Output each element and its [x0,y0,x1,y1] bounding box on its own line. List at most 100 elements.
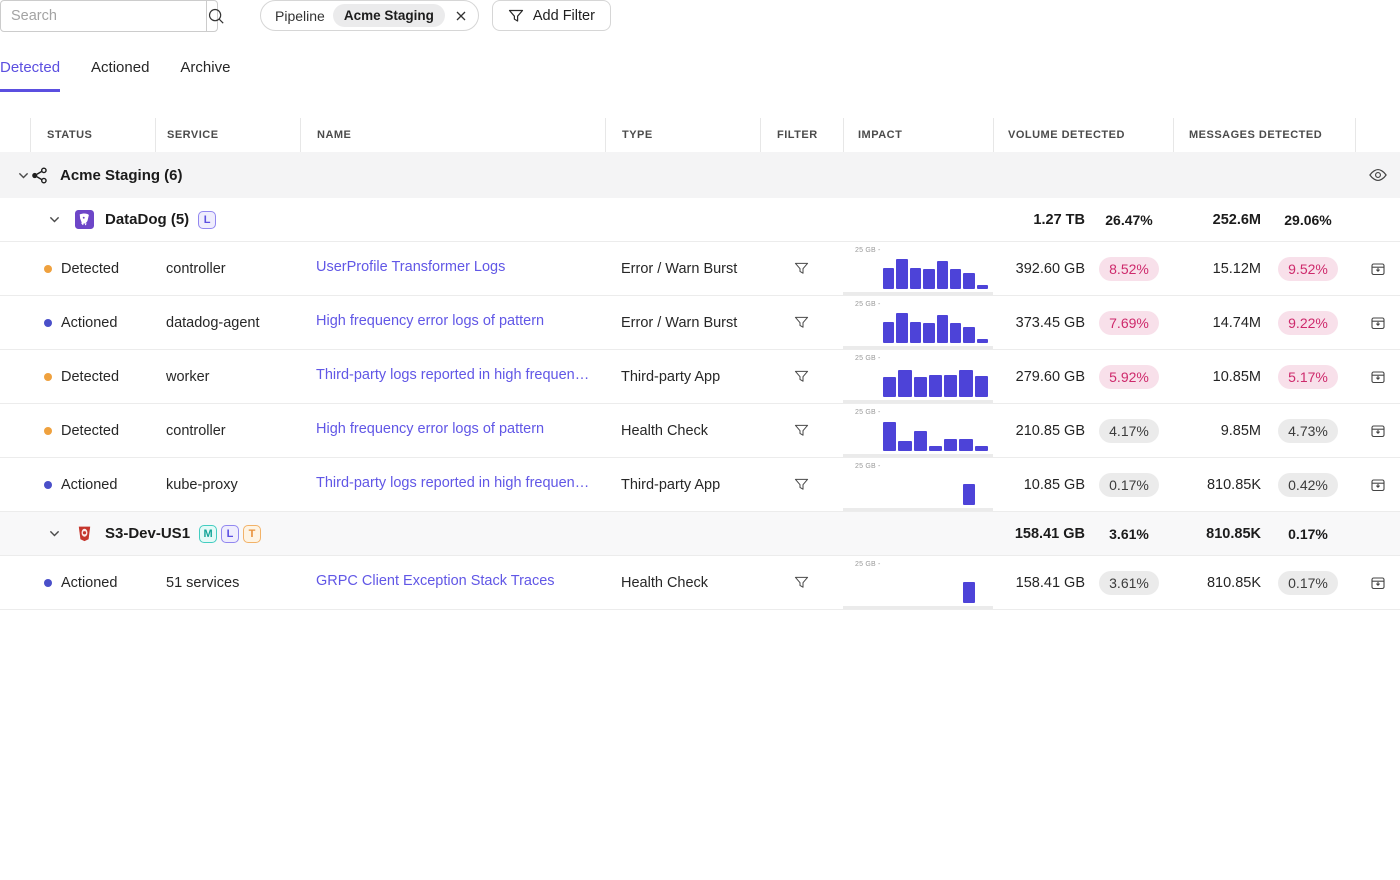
group-messages-cell: 252.6M 29.06% [1173,198,1355,241]
messages-pct-badge: 5.17% [1278,364,1338,389]
group-title: DataDog (5) [105,211,190,228]
service-label: datadog-agent [166,314,260,331]
funnel-icon [508,8,524,24]
table-row[interactable]: Actioned 51 services GRPC Client Excepti… [0,556,1400,610]
type-label: Health Check [621,422,709,439]
tab-actioned[interactable]: Actioned [91,59,150,76]
detection-name-link[interactable]: Third-party logs reported in high freque… [316,366,590,383]
search-input[interactable] [1,1,206,31]
remove-filter-icon[interactable] [453,8,469,24]
detection-name-link[interactable]: GRPC Client Exception Stack Traces [316,572,555,589]
type-label: Error / Warn Burst [621,260,738,277]
watch-eye-icon[interactable] [1355,168,1400,182]
table-row[interactable]: Detected worker Third-party logs reporte… [0,350,1400,404]
messages-value: 810.85K [1206,476,1261,493]
volume-pct-badge: 3.61% [1099,570,1159,595]
volume-pct: 26.47% [1105,211,1153,228]
messages-pct: 29.06% [1284,211,1332,228]
volume-value: 279.60 GB [1015,368,1085,385]
table-row[interactable]: Actioned kube-proxy Third-party logs rep… [0,458,1400,512]
chip-value: Acme Staging [332,4,445,27]
type-label: Health Check [621,574,709,591]
collapse-chevron-icon[interactable] [48,213,61,226]
messages-pct-badge: 4.73% [1278,418,1338,443]
status-dot [44,264,52,273]
volume-pct-badge: 4.17% [1099,418,1159,443]
detection-name-link[interactable]: Third-party logs reported in high freque… [316,474,590,491]
filter-funnel-icon[interactable] [794,575,809,590]
table-row[interactable]: Actioned datadog-agent High frequency er… [0,296,1400,350]
service-label: 51 services [166,574,240,591]
group-row-acme-staging[interactable]: Acme Staging (6) [0,152,1400,198]
impact-sparkline: 25 GB - [855,296,990,346]
status-label: Actioned [61,314,118,331]
filter-funnel-icon[interactable] [794,261,809,276]
messages-value: 14.74M [1212,314,1261,331]
group-row-s3-dev-us1[interactable]: S3-Dev-US1 M L T 158.41 GB 3.61% 810.85K… [0,512,1400,556]
logs-badge: L [221,524,240,543]
impact-sparkline: 25 GB - [855,242,990,292]
metrics-badge: M [199,524,218,543]
volume-value: 1.27 TB [1033,211,1085,228]
table-header: STATUS SERVICE NAME TYPE FILTER IMPACT V… [0,118,1400,152]
traces-badge: T [243,524,262,543]
column-volume-detected: VOLUME DETECTED [993,118,1173,152]
archive-icon[interactable] [1355,423,1400,439]
group-row-datadog[interactable]: DataDog (5) L 1.27 TB 26.47% 252.6M 29.0… [0,198,1400,242]
volume-value: 392.60 GB [1015,260,1085,277]
status-dot [44,372,52,381]
filter-funnel-icon[interactable] [794,369,809,384]
pipeline-icon [30,166,49,185]
filter-funnel-icon[interactable] [794,423,809,438]
messages-pct-badge: 0.17% [1278,570,1338,595]
volume-pct-badge: 0.17% [1099,472,1159,497]
status-dot [44,480,52,489]
pipeline-filter-chip[interactable]: Pipeline Acme Staging [260,0,479,31]
messages-value: 252.6M [1212,211,1261,228]
column-status: STATUS [30,118,155,152]
archive-icon[interactable] [1355,575,1400,591]
messages-value: 15.12M [1212,260,1261,277]
service-label: controller [166,260,226,277]
detection-name-link[interactable]: High frequency error logs of pattern [316,312,545,329]
tab-detected[interactable]: Detected [0,59,61,92]
detection-name-link[interactable]: UserProfile Transformer Logs [316,258,506,275]
tab-archive[interactable]: Archive [180,59,231,76]
collapse-chevron-icon[interactable] [48,527,61,540]
service-label: controller [166,422,226,439]
column-service: SERVICE [155,118,300,152]
column-actions [1355,118,1400,152]
status-dot [44,318,52,327]
search-icon[interactable] [206,1,225,31]
detections-table: STATUS SERVICE NAME TYPE FILTER IMPACT V… [0,118,1400,610]
volume-value: 373.45 GB [1015,314,1085,331]
filter-funnel-icon[interactable] [794,477,809,492]
tab-bar: Detected Actioned Archive [0,59,1400,92]
header-spacer [0,118,30,152]
impact-sparkline: 25 GB - [855,556,990,606]
archive-icon[interactable] [1355,315,1400,331]
status-label: Actioned [61,574,118,591]
volume-value: 158.41 GB [1015,574,1085,591]
volume-value: 10.85 GB [1023,476,1085,493]
status-dot [44,578,52,587]
s3-icon [75,524,94,543]
type-label: Error / Warn Burst [621,314,738,331]
add-filter-button[interactable]: Add Filter [491,0,611,31]
table-row[interactable]: Detected controller UserProfile Transfor… [0,242,1400,296]
group-messages-cell: 810.85K 0.17% [1173,512,1355,555]
archive-icon[interactable] [1355,261,1400,277]
collapse-chevron-icon[interactable] [16,169,30,182]
messages-pct-badge: 9.22% [1278,310,1338,335]
messages-value: 810.85K [1206,525,1261,542]
service-label: kube-proxy [166,476,238,493]
filter-funnel-icon[interactable] [794,315,809,330]
status-label: Detected [61,368,120,385]
column-messages-detected: MESSAGES DETECTED [1173,118,1355,152]
top-bar: Pipeline Acme Staging Add Filter [0,0,1400,32]
add-filter-label: Add Filter [532,7,595,24]
archive-icon[interactable] [1355,369,1400,385]
detection-name-link[interactable]: High frequency error logs of pattern [316,420,545,437]
archive-icon[interactable] [1355,477,1400,493]
table-row[interactable]: Detected controller High frequency error… [0,404,1400,458]
